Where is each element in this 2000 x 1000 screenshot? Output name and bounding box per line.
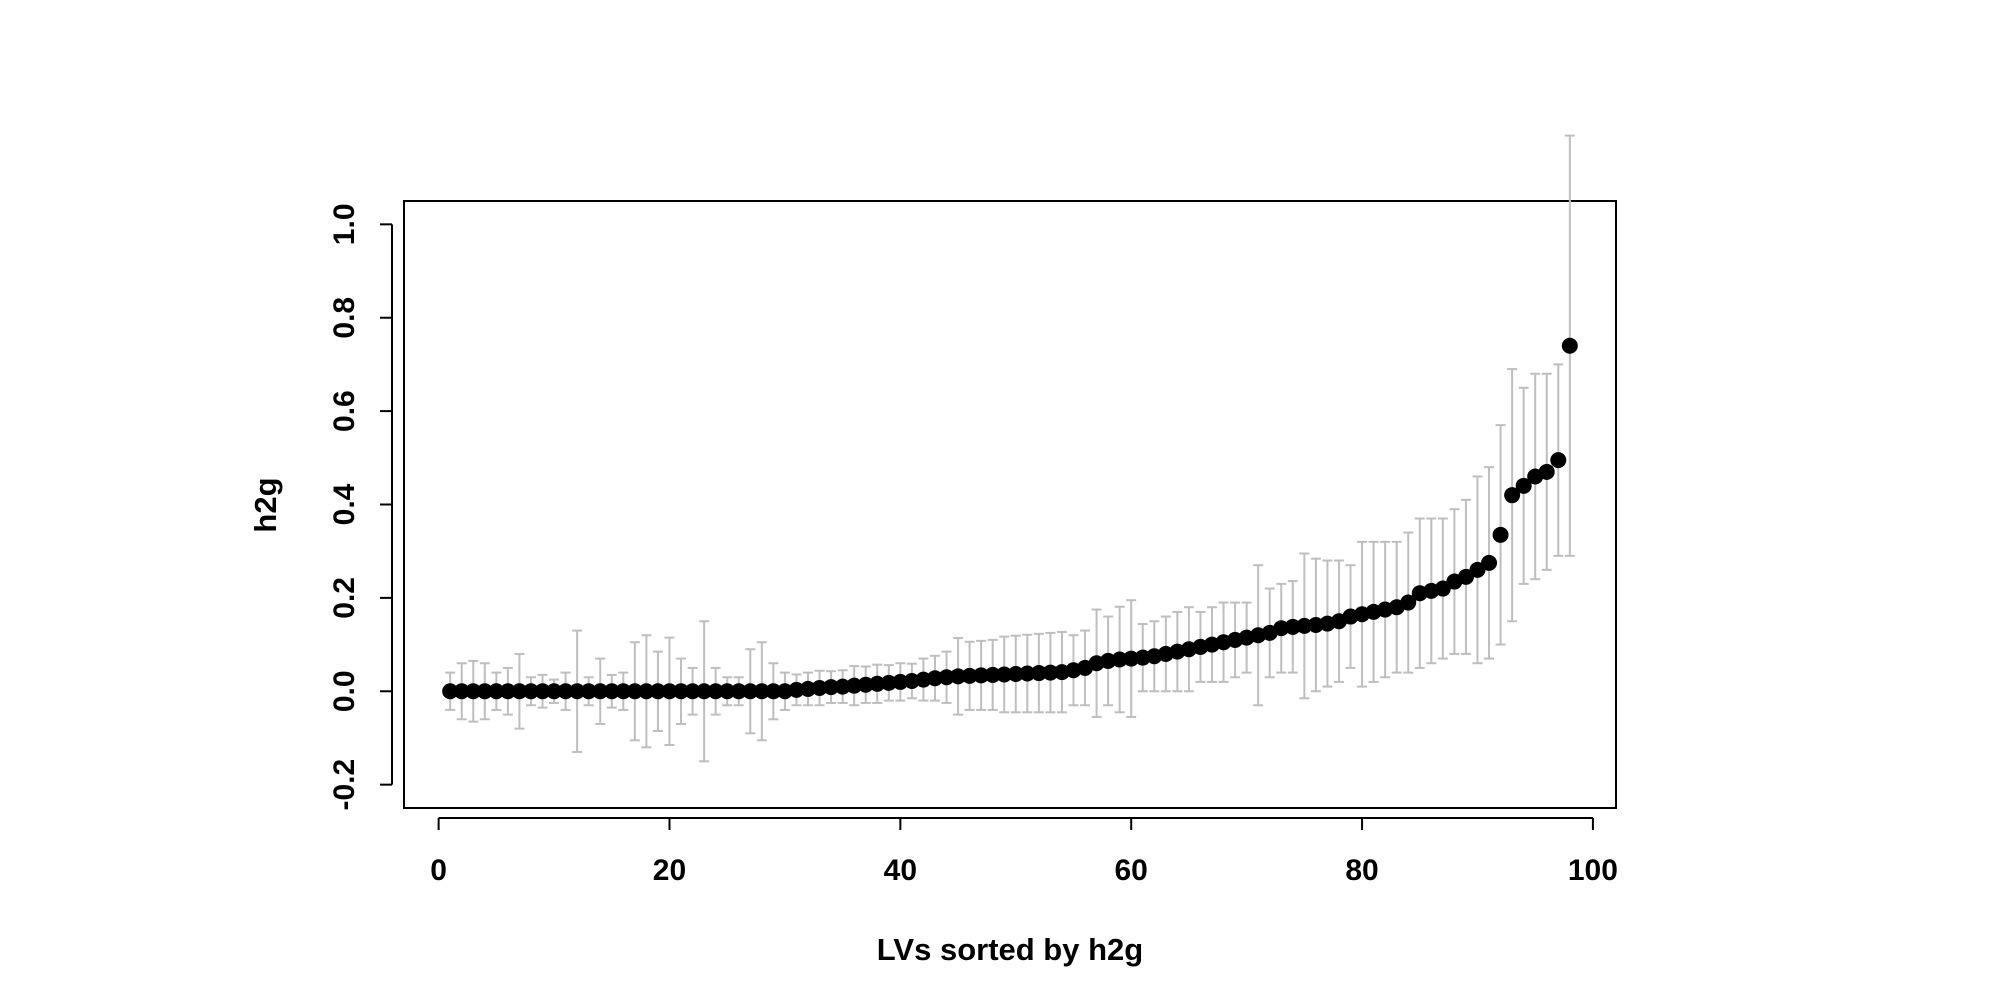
data-point [880,674,897,691]
plot-frame [403,200,1617,809]
data-point [973,667,990,684]
y-tick-label: 0.4 [328,483,361,525]
data-point [465,683,482,700]
data-point [719,683,736,700]
data-points [442,337,1578,700]
data-point [534,683,551,700]
data-point [1550,452,1567,469]
data-point [1434,580,1451,597]
data-point [846,677,863,694]
data-point [1538,463,1555,480]
y-tick-label: 0.8 [328,297,361,339]
data-point [1457,568,1474,585]
data-point [1007,665,1024,682]
data-point [546,683,563,700]
x-tick-label: 100 [1568,854,1618,887]
data-point [1561,337,1578,354]
x-tick-label: 60 [1115,854,1148,887]
data-point [996,666,1013,683]
data-point [1030,665,1047,682]
data-point [1284,618,1301,635]
data-point [1019,665,1036,682]
data-point [673,683,690,700]
data-point [869,675,886,692]
data-point [1504,487,1521,504]
x-tick-label: 20 [653,854,686,887]
data-point [684,683,701,700]
data-point [661,683,678,700]
data-point [1492,526,1509,543]
data-point [488,683,505,700]
data-point [742,683,759,700]
error-bars [445,134,1575,763]
data-point [649,683,666,700]
data-point [961,667,978,684]
data-point [626,683,643,700]
y-tick-label: 1.0 [328,203,361,245]
data-point [811,680,828,697]
data-point [696,683,713,700]
data-point [788,681,805,698]
data-point [926,670,943,687]
data-point [730,683,747,700]
data-point [511,683,528,700]
y-tick-label: 0.2 [328,577,361,619]
data-point [823,679,840,696]
data-point [476,683,493,700]
data-point [707,683,724,700]
data-point [615,683,632,700]
data-point [834,678,851,695]
y-tick-label: -0.2 [328,759,361,811]
data-point [753,683,770,700]
y-axis-title: h2g [248,477,283,532]
data-point [580,683,597,700]
data-point [950,668,967,685]
data-point [499,683,516,700]
data-point [1042,664,1059,681]
data-point [557,683,574,700]
data-point [984,666,1001,683]
y-tick-label: 0.0 [328,670,361,712]
data-point [453,683,470,700]
data-point [1296,617,1313,634]
y-axis: -0.2 0.0 0.2 0.4 0.6 0.8 1.0 [328,203,393,811]
x-tick-label: 0 [430,854,447,887]
data-point [592,683,609,700]
data-point [1469,561,1486,578]
data-point [569,683,586,700]
data-point [765,683,782,700]
data-point [800,680,816,697]
x-tick-label: 80 [1345,854,1378,887]
data-point [1123,650,1140,667]
data-point [1515,477,1532,494]
x-tick-label: 40 [884,854,917,887]
data-point [938,669,955,686]
data-point [1111,651,1128,668]
data-point [442,683,459,700]
y-tick-label: 0.6 [328,390,361,432]
data-point [522,683,539,700]
x-axis: 0 20 40 60 80 100 [430,817,1618,887]
data-point [638,683,655,700]
data-point [1481,554,1498,571]
x-axis-title: LVs sorted by h2g [877,932,1143,967]
data-point [1400,594,1417,611]
data-point [603,683,620,700]
data-point [857,676,874,693]
data-point [892,673,909,690]
